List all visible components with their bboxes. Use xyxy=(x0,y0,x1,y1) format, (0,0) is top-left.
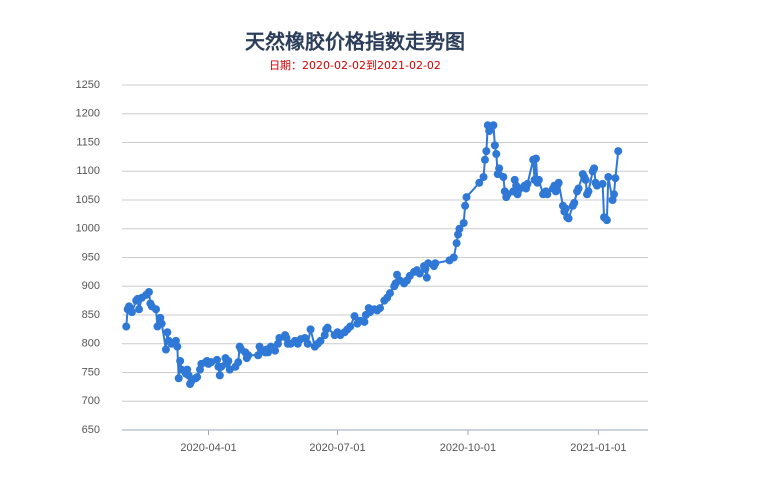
point xyxy=(224,357,233,365)
point xyxy=(452,239,461,248)
x-tick-label: 2020-07-01 xyxy=(309,442,365,454)
y-tick-label: 800 xyxy=(82,338,100,350)
point xyxy=(475,178,484,187)
point xyxy=(174,374,183,383)
point xyxy=(492,150,501,158)
point xyxy=(455,224,464,233)
y-tick-label: 1100 xyxy=(76,165,100,177)
point xyxy=(490,141,499,150)
point xyxy=(234,358,243,367)
point xyxy=(543,190,552,199)
point xyxy=(531,154,540,163)
point xyxy=(244,351,253,360)
point xyxy=(212,355,221,364)
chart-title: 天然橡胶价格指数走势图 xyxy=(245,30,465,54)
point xyxy=(495,164,504,173)
point xyxy=(127,308,136,317)
y-tick-label: 1000 xyxy=(76,223,100,235)
point xyxy=(534,175,543,184)
point xyxy=(163,328,172,337)
point xyxy=(415,269,424,278)
point xyxy=(176,357,185,365)
point xyxy=(346,322,355,331)
point xyxy=(602,216,611,225)
y-tick-label: 1150 xyxy=(76,136,100,148)
y-tick-label: 700 xyxy=(82,395,100,407)
point xyxy=(598,179,607,188)
point xyxy=(611,174,620,183)
point xyxy=(215,371,224,380)
y-tick-label: 750 xyxy=(82,366,100,378)
point xyxy=(303,339,312,348)
point xyxy=(431,259,440,268)
point xyxy=(523,179,532,188)
point xyxy=(193,373,202,382)
point xyxy=(604,173,613,181)
point xyxy=(480,155,489,164)
point xyxy=(144,288,153,296)
point xyxy=(570,198,579,207)
point xyxy=(360,317,369,326)
point xyxy=(449,253,458,262)
point xyxy=(152,305,161,314)
point xyxy=(316,336,325,345)
point xyxy=(122,322,131,331)
point xyxy=(135,305,144,314)
point xyxy=(590,164,599,173)
point xyxy=(584,187,593,196)
point xyxy=(385,289,394,298)
point xyxy=(376,304,385,313)
point xyxy=(459,219,468,227)
y-tick-label: 850 xyxy=(82,309,100,321)
y-tick-label: 950 xyxy=(82,251,100,263)
y-tick-label: 1250 xyxy=(76,79,100,91)
point xyxy=(306,325,315,334)
point xyxy=(564,214,573,223)
y-tick-label: 1050 xyxy=(76,194,100,206)
point xyxy=(161,345,170,354)
point xyxy=(581,175,590,184)
line xyxy=(125,122,620,388)
y-tick-label: 650 xyxy=(82,424,100,436)
x-tick-label: 2021-01-01 xyxy=(570,442,626,454)
point xyxy=(323,323,332,332)
point xyxy=(614,147,623,156)
point xyxy=(485,127,494,135)
point xyxy=(554,178,563,187)
point xyxy=(482,147,491,156)
point xyxy=(462,193,471,202)
point xyxy=(157,319,166,328)
point xyxy=(499,173,508,181)
y-tick-label: 1200 xyxy=(76,108,100,120)
point xyxy=(422,273,431,282)
point xyxy=(609,190,618,199)
point xyxy=(489,121,498,130)
point xyxy=(574,184,583,193)
point xyxy=(461,201,470,210)
x-tick-label: 2020-04-01 xyxy=(180,442,236,454)
point xyxy=(173,342,182,351)
point xyxy=(271,346,280,355)
point xyxy=(561,204,570,213)
x-tick-label: 2020-10-01 xyxy=(440,442,496,454)
chart-subtitle: 日期：2020-02-02到2021-02-02 xyxy=(269,59,441,72)
point xyxy=(350,312,359,321)
point xyxy=(479,173,488,181)
y-tick-label: 900 xyxy=(82,280,100,292)
